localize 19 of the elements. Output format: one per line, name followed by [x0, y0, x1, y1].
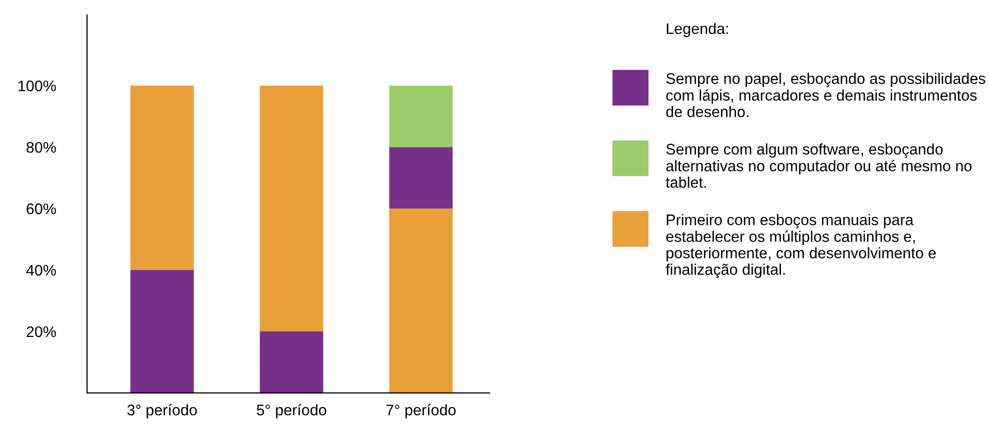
- bar: [130, 270, 194, 393]
- x-tick-label: 3° período: [127, 404, 197, 418]
- bar: [389, 208, 453, 393]
- legend-title: Legenda:: [666, 22, 728, 38]
- legend-label: Sempre com algum software, esboçando alternativas no computador ou até mesmo no tablet.: [666, 143, 972, 188]
- y-tick-label: 100%: [18, 80, 56, 92]
- legend-label: Sempre no papel, esboçando as possibilidades com lápis, marcadores e demais instrumentos de desenho.: [666, 72, 986, 118]
- bar: [389, 147, 453, 209]
- bar: [389, 86, 453, 148]
- bar: [260, 86, 324, 332]
- y-tick-label: 80%: [26, 142, 56, 153]
- x-tick-label: 5° período: [256, 404, 326, 418]
- bar: [260, 331, 324, 393]
- y-tick-label: 20%: [26, 326, 56, 338]
- y-tick-label: 40%: [26, 264, 56, 276]
- x-tick-label: 7° período: [386, 404, 456, 418]
- y-tick-label: 60%: [26, 203, 56, 214]
- bar: [130, 86, 194, 270]
- legend-label: Primeiro com esboços manuais para estabelecer os múltiplos caminhos e, posteriormente, com desenvolvimento e finalização digital.: [666, 214, 936, 278]
